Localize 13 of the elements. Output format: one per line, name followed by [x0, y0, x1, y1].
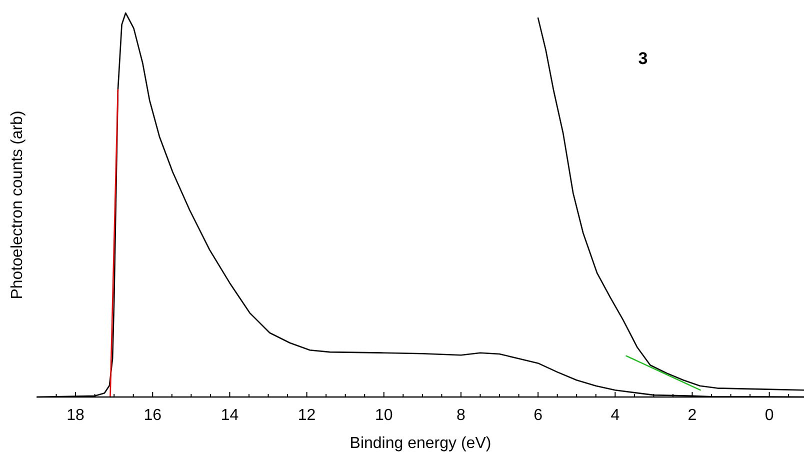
x-tick-label: 4 — [610, 407, 620, 424]
y-axis-title: Photoelectron counts (arb) — [9, 110, 26, 300]
x-tick-label: 14 — [220, 407, 239, 424]
x-tick-label: 6 — [534, 407, 543, 424]
x-tick-label: 12 — [298, 407, 316, 424]
x-tick-label: 16 — [144, 407, 162, 424]
x-tick-label: 10 — [374, 407, 393, 424]
x-tick-label: 18 — [66, 407, 85, 424]
annotation: 3 — [638, 49, 648, 68]
x-tick-label: 0 — [764, 407, 774, 424]
x-tick-label: 2 — [688, 407, 697, 424]
x-tick-label: 8 — [456, 407, 466, 424]
x-axis-title: Binding energy (eV) — [350, 435, 492, 452]
